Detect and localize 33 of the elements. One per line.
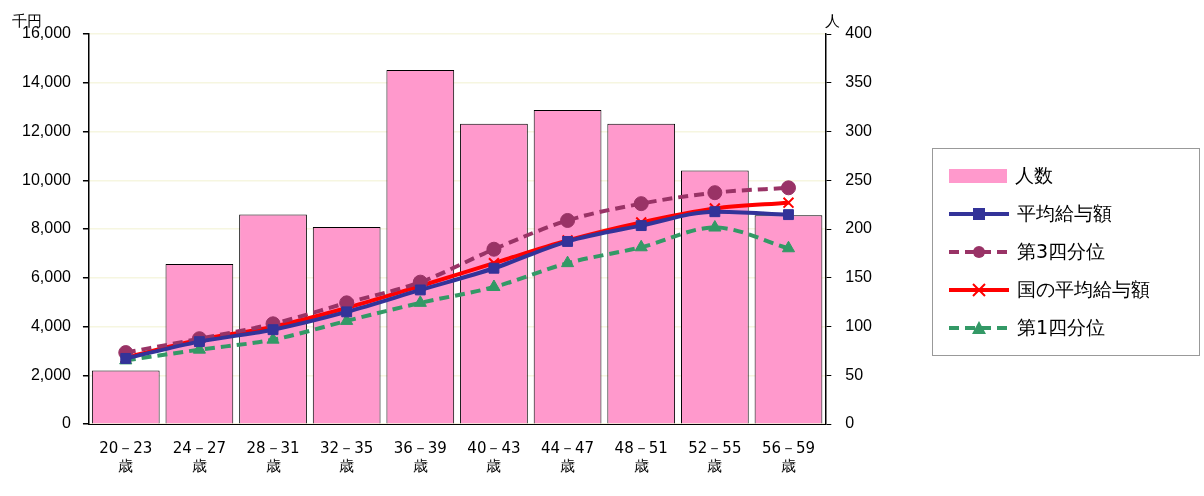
y2-tick-label: 150 bbox=[845, 268, 873, 286]
x-tick-label: 24－27歳 bbox=[172, 438, 226, 475]
x-tick-label: 36－39歳 bbox=[393, 438, 447, 475]
x-tick-label: 48－51歳 bbox=[614, 438, 668, 475]
y2-tick-label: 200 bbox=[845, 219, 873, 237]
legend-label: 第3四分位 bbox=[1017, 239, 1106, 264]
y2-tick-label: 0 bbox=[845, 414, 855, 432]
y-tick-label: 14,000 bbox=[22, 73, 72, 91]
y-tick-label: 10,000 bbox=[22, 170, 72, 188]
y2-tick-label: 100 bbox=[845, 316, 873, 334]
y-tick-label: 4,000 bbox=[30, 316, 72, 334]
y2-tick-label: 300 bbox=[845, 121, 873, 139]
y-tick-label: 8,000 bbox=[30, 219, 72, 237]
legend-label: 第1四分位 bbox=[1017, 315, 1106, 340]
y-tick-label: 12,000 bbox=[22, 121, 72, 139]
y2-tick-label: 250 bbox=[845, 170, 873, 188]
y2-tick-label: 350 bbox=[845, 73, 873, 91]
x-tick-label: 56－59歳 bbox=[761, 438, 816, 475]
x-tick-label: 44－47歳 bbox=[540, 438, 595, 475]
legend-label: 人数 bbox=[1015, 163, 1053, 188]
legend-label: 平均給与額 bbox=[1017, 201, 1112, 226]
y-tick-label: 0 bbox=[62, 414, 72, 432]
legend-label: 国の平均給与額 bbox=[1017, 277, 1150, 302]
y2-tick-label: 50 bbox=[845, 365, 864, 383]
x-tick-label: 40－43歳 bbox=[467, 438, 521, 475]
y-tick-label: 6,000 bbox=[30, 268, 72, 286]
y-tick-label: 2,000 bbox=[30, 365, 72, 383]
x-tick-label: 28－31歳 bbox=[246, 438, 300, 475]
x-tick-label: 52－55歳 bbox=[688, 438, 742, 475]
x-tick-label: 32－35歳 bbox=[320, 438, 374, 475]
y2-axis-title: 人 bbox=[825, 12, 841, 31]
x-tick-label: 20－23歳 bbox=[99, 438, 153, 475]
y2-tick-label: 400 bbox=[845, 24, 873, 42]
